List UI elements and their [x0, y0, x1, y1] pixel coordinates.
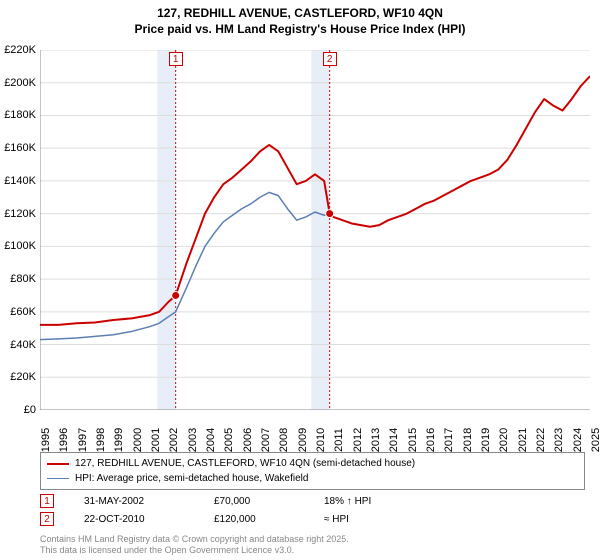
- annotation-date: 31-MAY-2002: [84, 496, 184, 507]
- x-tick-label: 2018: [462, 428, 474, 452]
- x-tick-label: 2023: [553, 428, 565, 452]
- annotation-badge: 1: [40, 494, 54, 508]
- annotation-row: 1 31-MAY-2002 £70,000 18% ↑ HPI: [40, 494, 585, 508]
- legend-swatch: [47, 478, 69, 480]
- x-tick-label: 2001: [150, 428, 162, 452]
- x-tick-label: 1997: [77, 428, 89, 452]
- plot-area: [40, 50, 590, 410]
- legend-label: 127, REDHILL AVENUE, CASTLEFORD, WF10 4Q…: [75, 456, 415, 471]
- legend-item: 127, REDHILL AVENUE, CASTLEFORD, WF10 4Q…: [47, 456, 578, 471]
- x-tick-label: 2008: [278, 428, 290, 452]
- x-tick-label: 2015: [407, 428, 419, 452]
- y-tick-label: £40K: [10, 339, 36, 351]
- x-tick-label: 2007: [260, 428, 272, 452]
- x-tick-label: 2022: [535, 428, 547, 452]
- chart-container: 127, REDHILL AVENUE, CASTLEFORD, WF10 4Q…: [0, 0, 600, 560]
- x-tick-label: 2014: [388, 428, 400, 452]
- annotation-table: 1 31-MAY-2002 £70,000 18% ↑ HPI 2 22-OCT-2010…: [40, 494, 585, 530]
- x-tick-label: 2012: [352, 428, 364, 452]
- y-axis: £0£20K£40K£60K£80K£100K£120K£140K£160K£1…: [0, 50, 40, 410]
- annotation-badge: 2: [40, 512, 54, 526]
- legend-label: HPI: Average price, semi-detached house,…: [75, 471, 308, 486]
- x-tick-label: 2002: [168, 428, 180, 452]
- y-tick-label: £140K: [4, 175, 36, 187]
- footer-line-1: Contains HM Land Registry data © Crown c…: [40, 534, 349, 545]
- chart-marker-badge: 2: [323, 52, 337, 66]
- x-tick-label: 2000: [132, 428, 144, 452]
- x-tick-label: 2011: [333, 428, 345, 452]
- x-tick-label: 2019: [480, 428, 492, 452]
- chart-title: 127, REDHILL AVENUE, CASTLEFORD, WF10 4Q…: [0, 0, 600, 37]
- x-tick-label: 1999: [113, 428, 125, 452]
- y-tick-label: £20K: [10, 371, 36, 383]
- footer-line-2: This data is licensed under the Open Gov…: [40, 545, 349, 556]
- y-tick-label: £220K: [4, 44, 36, 56]
- annotation-price: £120,000: [214, 514, 294, 525]
- annotation-delta: 18% ↑ HPI: [324, 496, 371, 507]
- x-tick-label: 2003: [187, 428, 199, 452]
- y-tick-label: £0: [24, 404, 36, 416]
- legend: 127, REDHILL AVENUE, CASTLEFORD, WF10 4Q…: [40, 452, 585, 490]
- y-tick-label: £80K: [10, 273, 36, 285]
- x-tick-label: 2005: [223, 428, 235, 452]
- plot-svg: [40, 50, 590, 410]
- annotation-date: 22-OCT-2010: [84, 514, 184, 525]
- y-tick-label: £60K: [10, 306, 36, 318]
- annotation-row: 2 22-OCT-2010 £120,000 ≈ HPI: [40, 512, 585, 526]
- title-line-1: 127, REDHILL AVENUE, CASTLEFORD, WF10 4Q…: [0, 6, 600, 22]
- x-tick-label: 1998: [95, 428, 107, 452]
- x-tick-label: 2020: [498, 428, 510, 452]
- legend-item: HPI: Average price, semi-detached house,…: [47, 471, 578, 486]
- legend-swatch: [47, 463, 69, 465]
- x-tick-label: 2009: [297, 428, 309, 452]
- footer-attribution: Contains HM Land Registry data © Crown c…: [40, 534, 349, 556]
- x-tick-label: 2006: [242, 428, 254, 452]
- x-tick-label: 2025: [590, 428, 600, 452]
- annotation-price: £70,000: [214, 496, 294, 507]
- y-tick-label: £160K: [4, 142, 36, 154]
- x-tick-label: 1996: [58, 428, 70, 452]
- x-tick-label: 2010: [315, 428, 327, 452]
- y-tick-label: £100K: [4, 240, 36, 252]
- title-line-2: Price paid vs. HM Land Registry's House …: [0, 22, 600, 38]
- x-tick-label: 2004: [205, 428, 217, 452]
- chart-marker-badge: 1: [169, 52, 183, 66]
- x-tick-label: 1995: [40, 428, 52, 452]
- x-tick-label: 2017: [443, 428, 455, 452]
- x-tick-label: 2021: [517, 428, 529, 452]
- x-tick-label: 2013: [370, 428, 382, 452]
- y-tick-label: £120K: [4, 208, 36, 220]
- x-tick-label: 2016: [425, 428, 437, 452]
- y-tick-label: £180K: [4, 109, 36, 121]
- y-tick-label: £200K: [4, 77, 36, 89]
- annotation-delta: ≈ HPI: [324, 514, 349, 525]
- x-tick-label: 2024: [572, 428, 584, 452]
- x-axis: 1995 1996 1997 1998 1999 2000 2001 2002 2003 2004…: [40, 412, 590, 452]
